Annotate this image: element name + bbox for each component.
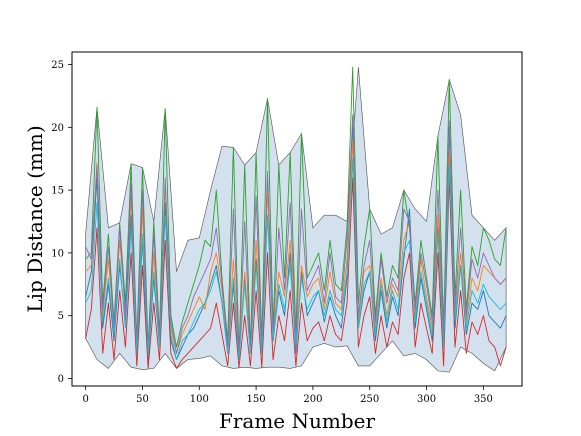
y-axis-ticks: 0 5 10 15 20 25 — [51, 60, 72, 385]
y-tick-label: 5 — [58, 311, 64, 322]
y-tick-label: 0 — [58, 374, 64, 385]
y-tick-label: 20 — [51, 123, 64, 134]
x-tick-label: 350 — [474, 394, 493, 405]
x-tick-label: 200 — [303, 394, 322, 405]
y-axis-label: Lip Distance (mm) — [23, 125, 47, 312]
series-line-4 — [85, 177, 507, 369]
series-line-6 — [85, 158, 507, 361]
plot-frame — [71, 51, 523, 387]
y-tick-label: 25 — [51, 60, 64, 71]
x-axis-label: Frame Number — [219, 409, 376, 433]
y-tick-label: 15 — [51, 186, 64, 197]
x-axis-ticks: 0 50 100 150 200 250 300 350 — [82, 386, 493, 405]
x-tick-label: 300 — [417, 394, 436, 405]
x-tick-label: 250 — [360, 394, 379, 405]
x-tick-label: 150 — [247, 394, 266, 405]
x-tick-label: 100 — [190, 394, 209, 405]
y-tick-label: 10 — [51, 248, 64, 259]
x-tick-label: 50 — [136, 394, 149, 405]
x-tick-label: 0 — [82, 394, 88, 405]
series-layer — [85, 66, 507, 369]
